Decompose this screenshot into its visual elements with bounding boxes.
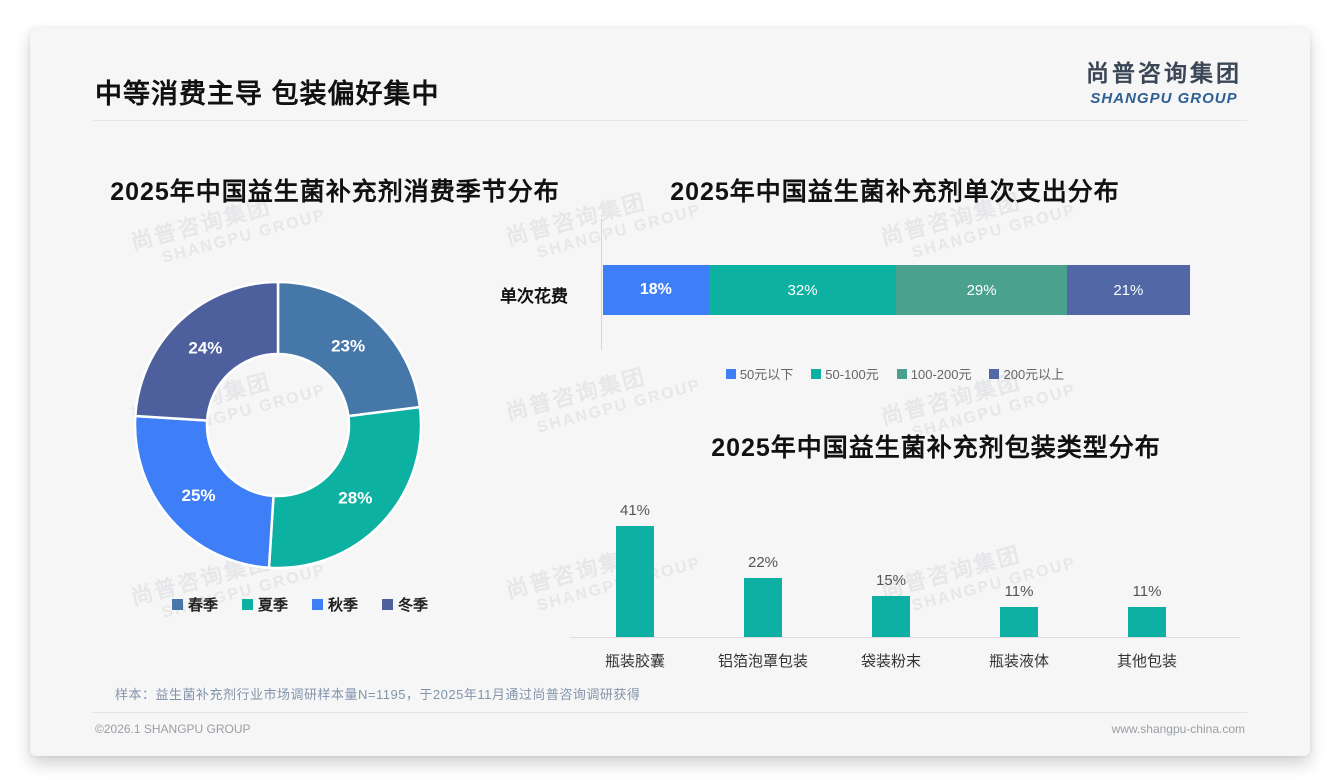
- stack-segment-50元以下: 18%: [603, 265, 709, 315]
- legend-swatch-icon: [811, 368, 822, 379]
- donut-slice-label: 25%: [181, 486, 215, 505]
- packaging-chart-title: 2025年中国益生菌补充剂包装类型分布: [711, 434, 1161, 462]
- legend-item-50元以下: 50元以下: [725, 364, 794, 383]
- bar-category-label: 其他包装: [1116, 653, 1177, 670]
- legend-item-夏季: 夏季: [241, 594, 288, 615]
- spend-stacked-bar: 18% 32% 29% 21%: [603, 265, 1190, 315]
- bar-value-label: 22%: [747, 554, 779, 571]
- legend-item-冬季: 冬季: [382, 594, 428, 615]
- legend-label: 50-100元: [825, 367, 879, 382]
- bar-value-label: 11%: [1132, 583, 1162, 600]
- legend-swatch-icon: [989, 368, 1000, 379]
- season-donut-chart: 23% 28% 25% 24%: [133, 280, 423, 570]
- legend-swatch-icon: [171, 599, 183, 610]
- bar-value-label: 15%: [875, 572, 907, 589]
- spend-chart-title: 2025年中国益生菌补充剂单次支出分布: [670, 178, 1120, 206]
- donut-slice-label: 28%: [338, 489, 372, 508]
- bar-瓶装液体: [1000, 607, 1038, 637]
- spend-bar-category-label: 单次花费: [500, 287, 568, 306]
- legend-label: 夏季: [257, 597, 288, 614]
- spend-axis-line: [601, 218, 602, 350]
- legend-item-200元以上: 200元以上: [989, 364, 1064, 383]
- legend-swatch-icon: [725, 368, 736, 379]
- legend-swatch-icon: [312, 599, 323, 610]
- bar-category-label: 瓶装胶囊: [604, 653, 665, 670]
- page-title: 中等消费主导 包装偏好集中: [95, 79, 440, 109]
- bar-value-label: 11%: [1004, 583, 1034, 600]
- donut-slice-秋季: [133, 414, 275, 570]
- footer-website-link[interactable]: www.shangpu-china.com: [1111, 722, 1245, 736]
- bar-铝箔泡罩包装: [744, 578, 782, 637]
- legend-label: 春季: [187, 597, 218, 614]
- legend-swatch-icon: [896, 368, 907, 379]
- donut-slice-春季: [276, 280, 422, 418]
- donut-slice-label: 24%: [188, 339, 222, 358]
- header-divider: [93, 120, 1247, 121]
- bar-其他包装: [1128, 607, 1166, 637]
- spend-legend: 50元以下 50-100元 100-200元 200元以上: [615, 364, 1175, 383]
- legend-swatch-icon: [241, 599, 253, 610]
- bar-category-label: 铝箔泡罩包装: [717, 653, 808, 670]
- packaging-axis-line: [570, 637, 1240, 638]
- stack-segment-200元以上: 21%: [1066, 265, 1190, 315]
- bar-瓶装胶囊: [616, 526, 654, 637]
- company-logo: 尚普咨询集团 SHANGPU GROUP: [1086, 54, 1242, 107]
- legend-label: 100-200元: [910, 367, 972, 382]
- packaging-bar-chart: 41% 瓶装胶囊 22% 铝箔泡罩包装 15% 袋装粉末 11% 瓶装液体 11% 其他包装: [30, 28, 1310, 756]
- donut-slice-夏季: [267, 405, 423, 570]
- legend-label: 冬季: [398, 597, 429, 614]
- legend-item-100-200元: 100-200元: [896, 364, 972, 383]
- legend-item-春季: 春季: [171, 594, 218, 615]
- legend-label: 秋季: [328, 597, 359, 614]
- report-slide: 尚普咨询集团 SHANGPU GROUP 尚普咨询集团 SHANGPU GROUP 尚普…: [30, 28, 1310, 756]
- season-chart-title: 2025年中国益生菌补充剂消费季节分布: [110, 178, 560, 206]
- legend-swatch-icon: [382, 599, 394, 610]
- footer-copyright: ©2026.1 SHANGPU GROUP: [95, 722, 251, 736]
- footer-divider: [93, 712, 1247, 713]
- logo-english-text: SHANGPU GROUP: [1090, 90, 1238, 107]
- sample-note: 样本：益生菌补充剂行业市场调研样本量N=1195，于2025年11月通过尚普咨询…: [115, 687, 641, 702]
- legend-label: 200元以上: [1003, 367, 1065, 382]
- bar-袋装粉末: [872, 596, 910, 637]
- donut-slice-冬季: [133, 280, 280, 422]
- bar-category-label: 袋装粉末: [860, 653, 921, 670]
- legend-label: 50元以下: [739, 367, 794, 382]
- legend-item-秋季: 秋季: [312, 594, 358, 615]
- logo-chinese-text: 尚普咨询集团: [1086, 60, 1242, 86]
- stack-segment-50-100元: 32%: [708, 265, 897, 315]
- legend-item-50-100元: 50-100元: [811, 364, 879, 383]
- donut-slice-label: 23%: [331, 337, 365, 356]
- bar-value-label: 41%: [619, 502, 651, 519]
- bar-category-label: 瓶装液体: [988, 653, 1049, 670]
- stack-segment-100-200元: 29%: [896, 265, 1067, 315]
- season-legend: 春季 夏季 秋季 冬季: [100, 594, 500, 615]
